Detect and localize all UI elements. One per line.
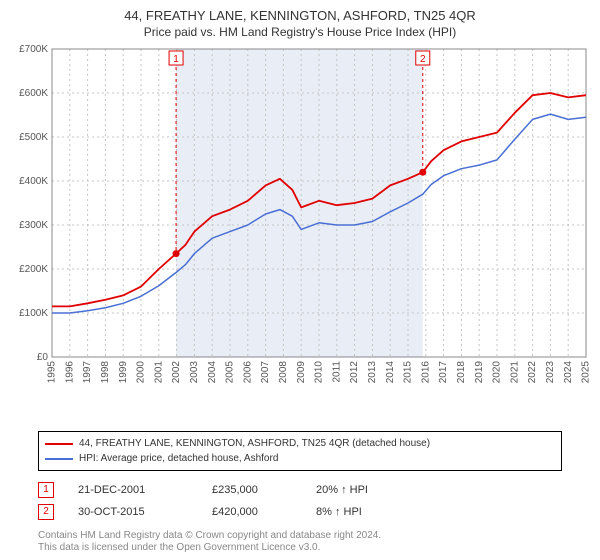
svg-text:2001: 2001 xyxy=(153,361,164,384)
svg-text:£100K: £100K xyxy=(19,308,48,319)
legend-swatch xyxy=(45,458,73,460)
legend-row: 44, FREATHY LANE, KENNINGTON, ASHFORD, T… xyxy=(45,436,555,451)
svg-text:2017: 2017 xyxy=(438,361,449,384)
svg-text:1996: 1996 xyxy=(64,361,75,384)
svg-text:2014: 2014 xyxy=(385,361,396,384)
svg-text:2004: 2004 xyxy=(207,361,218,384)
svg-text:2015: 2015 xyxy=(403,361,414,384)
svg-text:2018: 2018 xyxy=(456,361,467,384)
attribution-footer: Contains HM Land Registry data © Crown c… xyxy=(38,529,562,554)
sale-row: 2 30-OCT-2015 £420,000 8% ↑ HPI xyxy=(38,501,562,523)
legend-label: HPI: Average price, detached house, Ashf… xyxy=(79,451,278,466)
svg-text:2000: 2000 xyxy=(136,361,147,384)
sale-price: £235,000 xyxy=(212,484,292,496)
legend-swatch xyxy=(45,443,73,445)
svg-text:2021: 2021 xyxy=(509,361,520,384)
svg-text:2016: 2016 xyxy=(420,361,431,384)
footer-line: This data is licensed under the Open Gov… xyxy=(38,542,562,553)
svg-text:£200K: £200K xyxy=(19,264,48,275)
svg-text:2002: 2002 xyxy=(171,361,182,384)
svg-text:2011: 2011 xyxy=(331,361,342,383)
sale-marker: 1 xyxy=(38,482,54,498)
svg-text:£600K: £600K xyxy=(19,88,48,99)
sale-date: 21-DEC-2001 xyxy=(78,484,188,496)
svg-text:1995: 1995 xyxy=(47,361,58,384)
svg-text:1998: 1998 xyxy=(100,361,111,384)
svg-text:1997: 1997 xyxy=(82,361,93,384)
sale-delta: 20% ↑ HPI xyxy=(316,484,368,496)
svg-text:1: 1 xyxy=(173,54,179,65)
legend-row: HPI: Average price, detached house, Ashf… xyxy=(45,451,555,466)
svg-text:£700K: £700K xyxy=(19,44,48,55)
page-subtitle: Price paid vs. HM Land Registry's House … xyxy=(8,25,592,39)
svg-text:2006: 2006 xyxy=(242,361,253,384)
svg-text:2019: 2019 xyxy=(474,361,485,384)
svg-text:£500K: £500K xyxy=(19,132,48,143)
svg-text:2008: 2008 xyxy=(278,361,289,384)
sales-table: 1 21-DEC-2001 £235,000 20% ↑ HPI 2 30-OCT-201… xyxy=(38,479,562,523)
sale-marker: 2 xyxy=(38,504,54,520)
svg-text:£300K: £300K xyxy=(19,220,48,231)
sale-date: 30-OCT-2015 xyxy=(78,506,188,518)
footer-line: Contains HM Land Registry data © Crown c… xyxy=(38,530,562,541)
legend-label: 44, FREATHY LANE, KENNINGTON, ASHFORD, T… xyxy=(79,436,430,451)
svg-text:2010: 2010 xyxy=(314,361,325,384)
sale-delta: 8% ↑ HPI xyxy=(316,506,362,518)
svg-text:2003: 2003 xyxy=(189,361,200,384)
svg-text:2024: 2024 xyxy=(563,361,574,384)
svg-text:2013: 2013 xyxy=(367,361,378,384)
svg-text:2007: 2007 xyxy=(260,361,271,384)
svg-text:2009: 2009 xyxy=(296,361,307,384)
svg-text:£400K: £400K xyxy=(19,176,48,187)
svg-text:2012: 2012 xyxy=(349,361,360,384)
svg-text:2: 2 xyxy=(420,54,426,65)
sale-row: 1 21-DEC-2001 £235,000 20% ↑ HPI xyxy=(38,479,562,501)
svg-text:2005: 2005 xyxy=(225,361,236,384)
page-title: 44, FREATHY LANE, KENNINGTON, ASHFORD, T… xyxy=(8,8,592,23)
price-chart: £0£100K£200K£300K£400K£500K£600K£700K199… xyxy=(8,43,592,425)
svg-text:1999: 1999 xyxy=(118,361,129,384)
svg-text:2020: 2020 xyxy=(492,361,503,384)
svg-text:2025: 2025 xyxy=(581,361,592,384)
svg-text:2022: 2022 xyxy=(527,361,538,384)
sale-price: £420,000 xyxy=(212,506,292,518)
legend: 44, FREATHY LANE, KENNINGTON, ASHFORD, T… xyxy=(38,431,562,471)
svg-text:2023: 2023 xyxy=(545,361,556,384)
